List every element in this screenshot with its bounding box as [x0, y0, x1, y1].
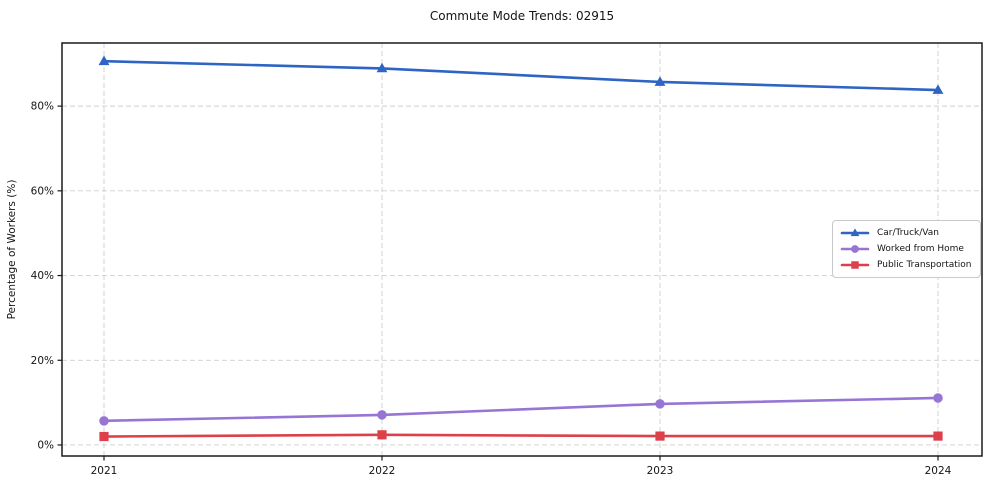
data-point-worked-from-home-2024 [933, 393, 943, 403]
legend-marker-triangle [850, 228, 860, 237]
legend: Car/Truck/Van Worked from Home Public Tr… [832, 220, 982, 278]
grid-layer [62, 43, 982, 456]
data-point-public-transportation-2024 [933, 431, 943, 441]
data-point-public-transportation-2022 [377, 430, 387, 440]
x-tick-label: 2021 [91, 465, 118, 477]
legend-marker-circle [851, 245, 859, 253]
legend-sample-square-icon [840, 261, 870, 269]
y-tick-label: 0% [37, 439, 54, 451]
chart-title: Commute Mode Trends: 02915 [430, 9, 614, 23]
y-tick-label: 80% [31, 101, 54, 113]
y-axis-label: Percentage of Workers (%) [6, 180, 18, 320]
y-tick-label: 60% [31, 185, 54, 197]
series-layer [98, 55, 944, 442]
legend-marker-square [851, 261, 859, 269]
y-tick-label: 20% [31, 355, 54, 367]
legend-label: Worked from Home [877, 243, 964, 254]
series-car-truck-van [98, 55, 944, 94]
series-line [102, 396, 940, 423]
x-tick-label: 2024 [925, 465, 952, 477]
series-worked-from-home [99, 393, 943, 426]
tick-layer [57, 105, 939, 461]
series-line [102, 59, 940, 92]
x-tick-label: 2023 [647, 465, 674, 477]
data-point-worked-from-home-2022 [377, 410, 387, 420]
plot-border [61, 42, 983, 457]
data-point-car-truck-van-2022 [376, 62, 388, 73]
data-point-public-transportation-2021 [99, 431, 109, 442]
legend-entry-public-transportation: Public Transportation [840, 259, 971, 271]
data-point-car-truck-van-2021 [98, 55, 110, 66]
legend-sample-circle-icon [840, 245, 870, 253]
series-line [102, 433, 940, 438]
y-tick-label: 40% [31, 270, 54, 282]
legend-sample-triangle-icon [840, 228, 870, 237]
data-point-car-truck-van-2024 [932, 84, 944, 94]
data-point-public-transportation-2023 [655, 431, 665, 441]
data-point-worked-from-home-2023 [655, 399, 665, 409]
legend-entry-car-truck-van: Car/Truck/Van [840, 227, 971, 239]
data-point-worked-from-home-2021 [99, 416, 109, 426]
series-public-transportation [99, 430, 943, 442]
x-tick-label: 2022 [369, 465, 396, 477]
data-point-car-truck-van-2023 [654, 76, 666, 86]
legend-entry-worked-from-home: Worked from Home [840, 243, 971, 255]
legend-label: Public Transportation [877, 259, 972, 270]
legend-label: Car/Truck/Van [877, 227, 939, 238]
